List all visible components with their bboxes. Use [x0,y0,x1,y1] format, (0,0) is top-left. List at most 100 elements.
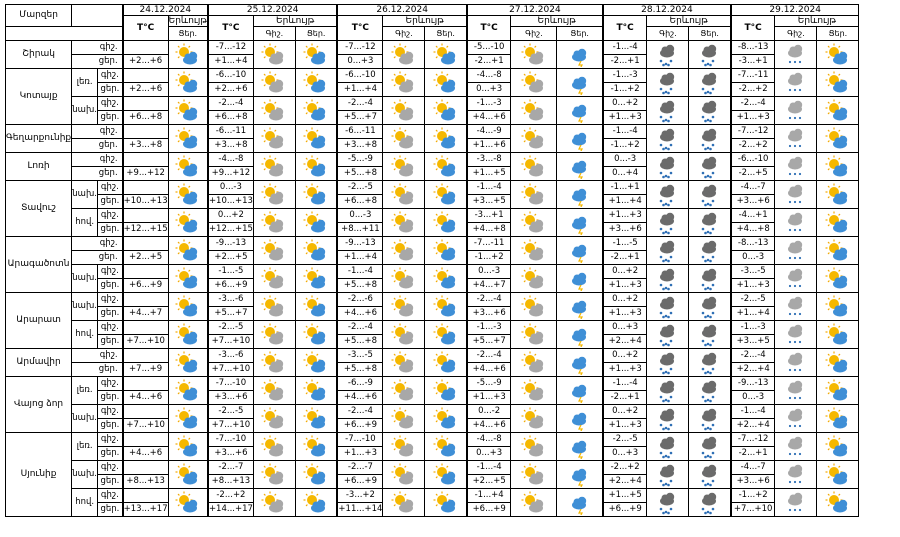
weather-icon-cell [382,236,426,265]
weather-icon-cell [556,264,604,293]
temperature-value: -2...-4 [465,348,512,363]
weather-icon-cell [294,320,338,349]
night-header: Գիշ. [382,26,426,41]
cloud-with-snow-icon [659,156,675,178]
weather-icon-cell [167,460,209,489]
weather-icon-cell [424,124,468,153]
temperature-value: 0...+4 [601,166,648,181]
sun-behind-cloud-icon [825,239,848,260]
temperature-value: 0...-3 [729,250,776,265]
temperature-value: +1...+4 [206,54,254,69]
blue-cloud-icon [571,48,586,67]
cloud-with-sun-icon [261,239,284,260]
weather-icon-cell [646,68,690,97]
temperature-value: +2...+6 [206,82,254,97]
forecast-table: Մարզեր 24.12.2024 25.12.2024 26.12.2024 27.1… [4,4,860,517]
time-of-day: գիշ. [71,152,124,167]
weather-icon-cell [688,40,732,69]
period-label: նախ. [71,264,99,293]
region-name: Արմավիր [4,348,73,377]
weather-icon-cell [646,460,690,489]
weather-icon-cell [510,236,558,265]
weather-icon-cell [510,460,558,489]
weather-icon-cell [774,152,818,181]
temperature-value: 0...-3 [206,180,254,195]
temperature-value: +3...+6 [206,390,254,405]
time-of-day: ցեր. [71,250,124,265]
weather-icon-cell [556,404,604,433]
weather-icon-cell [688,208,732,237]
sun-behind-cloud-icon [175,463,197,484]
weather-icon-cell [167,320,209,349]
temperature-value: +1...+3 [601,110,648,125]
cloud-with-sun-icon [521,295,544,316]
temperature-value: -2...+1 [601,54,648,69]
weather-icon-cell [556,432,604,461]
temperature-value: 0...-3 [465,264,512,279]
weather-icon-cell [167,68,209,97]
sun-behind-cloud-icon [175,211,197,232]
temperature-value: +4...+7 [121,306,169,321]
temperature-value: +5...+8 [336,334,384,349]
weather-icon-cell [382,68,426,97]
weather-icon-cell [510,348,558,377]
temperature-value: -3...+2 [336,488,384,503]
cloud-with-snow-icon [701,240,716,262]
grey-cloud-snow-icon [787,128,803,147]
weather-icon-cell [556,124,604,153]
temperature-value: -6...-10 [206,68,254,83]
weather-icon-cell [424,404,468,433]
date-header: 26.12.2024 [336,4,468,16]
temperature-value: -2...+2 [729,138,776,153]
cloud-with-snow-icon [701,72,716,94]
period-label: նախ. [71,292,99,321]
temperature-value [121,96,169,111]
temperature-value [121,264,169,279]
weather-icon-cell [688,68,732,97]
cloud-with-sun-icon [391,99,414,120]
temperature-value: 0...+2 [206,208,254,223]
time-of-day: ցեր. [97,418,124,433]
cloud-with-sun-icon [391,379,414,400]
weather-icon-cell [382,320,426,349]
weather-icon-cell [688,124,732,153]
period-label: հով. [71,320,99,349]
time-of-day: գիշ. [97,320,124,335]
weather-icon-cell [646,488,690,517]
temperature-value: +3...+6 [601,222,648,237]
weather-icon-cell [646,124,690,153]
temperature-value [121,488,169,503]
day-header: Ցեր. [556,26,604,41]
sun-behind-cloud-icon [433,351,455,372]
temperature-value: +6...+9 [336,474,384,489]
weather-icon-cell [774,124,818,153]
weather-icon-cell [688,488,732,517]
period-label: նախ. [71,460,99,489]
weather-icon-cell [167,264,209,293]
weather-icon-cell [294,208,338,237]
temperature-value: +1...+4 [729,306,776,321]
temperature-value: -2...-7 [336,460,384,475]
sun-behind-cloud-icon [175,491,197,512]
blue-cloud-icon [571,440,586,459]
temperature-value: +7...+10 [206,334,254,349]
temperature-value: +4...+6 [465,362,512,377]
temperature-value [121,348,169,363]
temperature-value: -3...+1 [465,208,512,223]
weather-icon-cell [167,180,209,209]
cloud-with-sun-icon [521,463,544,484]
weather-icon-cell [424,460,468,489]
temperature-value: +1...+3 [601,362,648,377]
sun-behind-cloud-icon [825,295,848,316]
temperature-value: -4...+1 [729,208,776,223]
temperature-value: -1...-4 [336,264,384,279]
weather-icon-cell [816,152,860,181]
temperature-value: -1...+2 [601,82,648,97]
weather-icon-cell [646,40,690,69]
weather-icon-cell [382,264,426,293]
weather-icon-cell [294,180,338,209]
weather-icon-cell [556,68,604,97]
grey-cloud-snow-icon [787,44,803,63]
weather-icon-cell [510,152,558,181]
time-of-day: ցեր. [97,222,124,237]
